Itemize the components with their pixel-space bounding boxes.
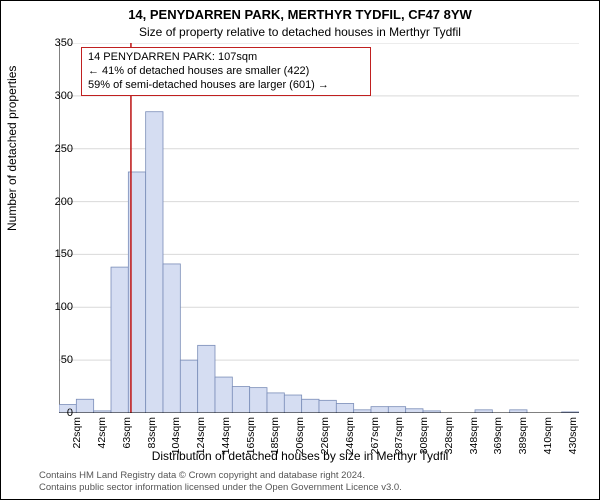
x-tick-label: 389sqm — [517, 417, 529, 459]
x-tick-label: 124sqm — [195, 417, 207, 459]
y-tick-label: 100 — [39, 301, 73, 313]
x-tick-label: 287sqm — [393, 417, 405, 459]
info-box-line2: ← 41% of detached houses are smaller (42… — [88, 65, 364, 79]
info-box-line1: 14 PENYDARREN PARK: 107sqm — [88, 51, 364, 65]
y-tick-label: 50 — [39, 354, 73, 366]
y-tick-label: 150 — [39, 248, 73, 260]
x-tick-label: 185sqm — [269, 417, 281, 459]
x-tick-label: 328sqm — [443, 417, 455, 459]
x-tick-label: 206sqm — [294, 417, 306, 459]
chart-svg — [59, 43, 579, 413]
x-tick-label: 348sqm — [468, 417, 480, 459]
x-tick-label: 430sqm — [567, 417, 579, 459]
x-tick-label: 267sqm — [369, 417, 381, 459]
x-tick-label: 246sqm — [344, 417, 356, 459]
page-subtitle: Size of property relative to detached ho… — [1, 25, 599, 39]
info-box-line3: 59% of semi-detached houses are larger (… — [88, 79, 364, 93]
x-tick-label: 42sqm — [96, 417, 108, 459]
x-tick-label: 144sqm — [220, 417, 232, 459]
info-box: 14 PENYDARREN PARK: 107sqm ← 41% of deta… — [81, 47, 371, 96]
y-tick-label: 250 — [39, 143, 73, 155]
x-tick-label: 369sqm — [492, 417, 504, 459]
y-tick-label: 350 — [39, 37, 73, 49]
x-tick-label: 22sqm — [71, 417, 83, 459]
credit-line-1: Contains HM Land Registry data © Crown c… — [39, 470, 365, 481]
x-tick-label: 410sqm — [542, 417, 554, 459]
y-axis-label: Number of detached properties — [5, 66, 19, 231]
x-tick-label: 83sqm — [146, 417, 158, 459]
page-title: 14, PENYDARREN PARK, MERTHYR TYDFIL, CF4… — [1, 7, 599, 22]
y-tick-label: 0 — [39, 407, 73, 419]
page-root: 14, PENYDARREN PARK, MERTHYR TYDFIL, CF4… — [0, 0, 600, 500]
x-tick-label: 308sqm — [418, 417, 430, 459]
y-tick-label: 300 — [39, 90, 73, 102]
x-tick-label: 226sqm — [319, 417, 331, 459]
x-tick-label: 104sqm — [170, 417, 182, 459]
credit-line-2: Contains public sector information licen… — [39, 482, 402, 493]
y-tick-label: 200 — [39, 196, 73, 208]
x-tick-label: 165sqm — [245, 417, 257, 459]
x-tick-label: 63sqm — [121, 417, 133, 459]
